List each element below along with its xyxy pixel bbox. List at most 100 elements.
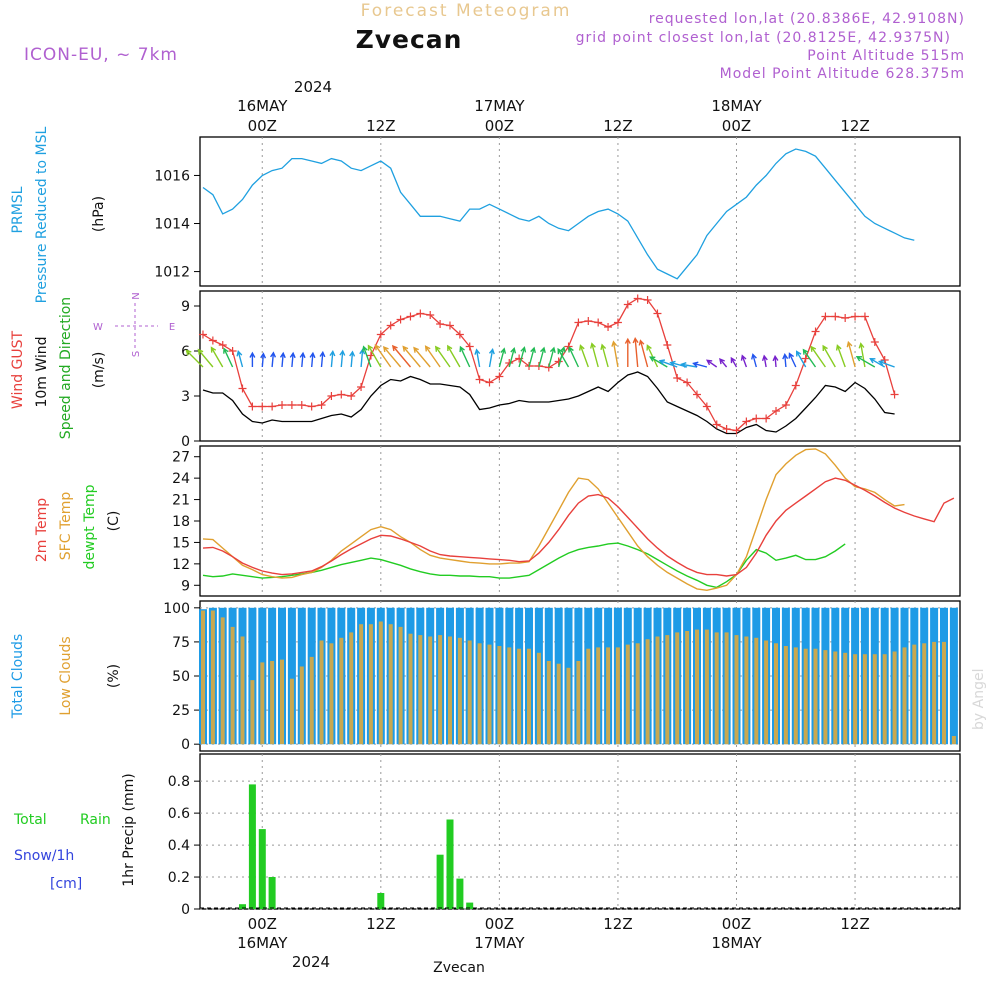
low-cloud-bar: [398, 626, 403, 745]
low-cloud-bar: [833, 651, 838, 745]
wind-arrow: [447, 344, 461, 368]
top-date-label: 17MAY: [474, 97, 525, 115]
gust-marker: [604, 323, 613, 331]
label-cm: [cm]: [50, 876, 82, 892]
wind-arrow: [309, 351, 316, 368]
low-cloud-bar: [339, 637, 344, 745]
bottom-year: 2024: [292, 953, 330, 971]
gust-marker: [426, 311, 435, 319]
wind-arrow: [329, 349, 336, 368]
wind-arrow: [367, 344, 382, 368]
gust-marker: [386, 321, 395, 330]
low-cloud-bar: [457, 637, 462, 745]
gust-marker: [673, 374, 682, 382]
low-cloud-bar: [448, 636, 452, 745]
top-year: 2024: [294, 78, 332, 96]
gust-marker: [416, 309, 425, 318]
label-dewpt-temp: dewpt Temp: [82, 484, 98, 569]
ytick-label-temperature: 21: [172, 493, 190, 509]
wind-arrow: [772, 354, 779, 368]
low-cloud-bar: [260, 662, 265, 745]
wind-arrow: [362, 345, 372, 368]
wind-arrow: [210, 346, 224, 368]
gust-marker: [880, 356, 889, 364]
gust-marker: [554, 357, 563, 366]
ytick-label-precip: 0: [181, 902, 190, 918]
wind-arrow: [795, 350, 807, 368]
bottom-date-label: 16MAY: [237, 934, 288, 952]
wind-arrow: [349, 350, 356, 368]
wind-arrow: [761, 354, 768, 368]
ytick-label-precip: 0.8: [168, 774, 190, 790]
gust-marker: [623, 300, 632, 309]
low-cloud-bar: [714, 632, 719, 745]
wind-arrow: [590, 342, 599, 368]
low-cloud-bar: [902, 647, 907, 745]
ytick-label-precip: 0.6: [168, 806, 190, 822]
low-cloud-bar: [250, 680, 255, 745]
label-snow: Snow/1h: [14, 848, 74, 864]
low-cloud-bar: [418, 635, 423, 745]
top-date-label: 18MAY: [711, 97, 762, 115]
wind-arrow: [424, 345, 441, 368]
wind-arrow: [508, 346, 517, 368]
low-cloud-bar: [280, 659, 284, 745]
gust-marker: [821, 312, 830, 321]
chart-subtitle: Forecast Meteogram: [361, 1, 572, 21]
low-cloud-bar: [853, 654, 858, 745]
wind-arrow: [185, 349, 204, 368]
ytick-label-clouds: 100: [163, 601, 190, 617]
low-cloud-bar: [596, 647, 601, 745]
wind-arrow: [802, 348, 817, 368]
gust-marker: [198, 330, 207, 339]
gust-marker: [663, 341, 672, 349]
low-cloud-bar: [378, 621, 383, 745]
wind-arrow: [319, 350, 326, 368]
wind-arrow: [822, 344, 836, 368]
wind-arrow: [413, 346, 431, 368]
wind-arrow: [705, 359, 718, 368]
rain-bar: [436, 854, 444, 909]
low-cloud-bar: [764, 640, 769, 745]
panel-frame-wind: [199, 290, 961, 442]
label-2m-temp: 2m Temp: [34, 498, 50, 562]
gust-marker: [643, 296, 652, 304]
top-time-label: 12Z: [603, 117, 632, 135]
wind-arrow: [558, 346, 566, 368]
low-cloud-bar: [270, 661, 275, 745]
bottom-date-label: 18MAY: [711, 934, 762, 952]
label-hpa: (hPa): [91, 196, 107, 232]
ytick-label-temperature: 12: [172, 557, 190, 573]
total-cloud-bar: [287, 607, 296, 745]
gust-marker: [772, 407, 781, 415]
point-altitude: Point Altitude 515m: [807, 48, 965, 64]
ytick-label-clouds: 0: [181, 737, 190, 753]
gust-marker: [791, 381, 800, 390]
low-cloud-bar: [467, 640, 472, 745]
axis-ticks: 1012101410160369912151821242702550751000…: [154, 97, 869, 952]
wind-arrow: [782, 353, 789, 368]
rain-bar: [239, 904, 246, 909]
wind-arrow: [740, 354, 748, 368]
low-cloud-bar: [210, 610, 215, 745]
low-cloud-bar: [230, 626, 235, 745]
low-cloud-bar: [744, 636, 749, 745]
bottom-date-label: 17MAY: [474, 934, 525, 952]
top-time-label: 12Z: [366, 117, 395, 135]
rain-bar: [268, 877, 276, 909]
gust-marker: [712, 420, 721, 429]
low-cloud-bar: [201, 610, 205, 745]
low-cloud-bar: [803, 648, 808, 745]
label-10m-wind: 10m Wind: [34, 336, 50, 407]
label-speed-direction: Speed and Direction: [58, 297, 74, 439]
label-c: (C): [106, 511, 122, 532]
low-cloud-bar: [665, 635, 670, 745]
low-cloud-bar: [349, 632, 354, 745]
ytick-label-temperature: 15: [172, 535, 190, 551]
ytick-label-wind: 6: [181, 344, 190, 360]
ytick-label-wind: 3: [181, 389, 190, 405]
ytick-label-clouds: 25: [172, 703, 190, 719]
gust-marker: [574, 318, 583, 327]
gust-marker: [396, 315, 405, 324]
gust-marker: [851, 312, 860, 321]
